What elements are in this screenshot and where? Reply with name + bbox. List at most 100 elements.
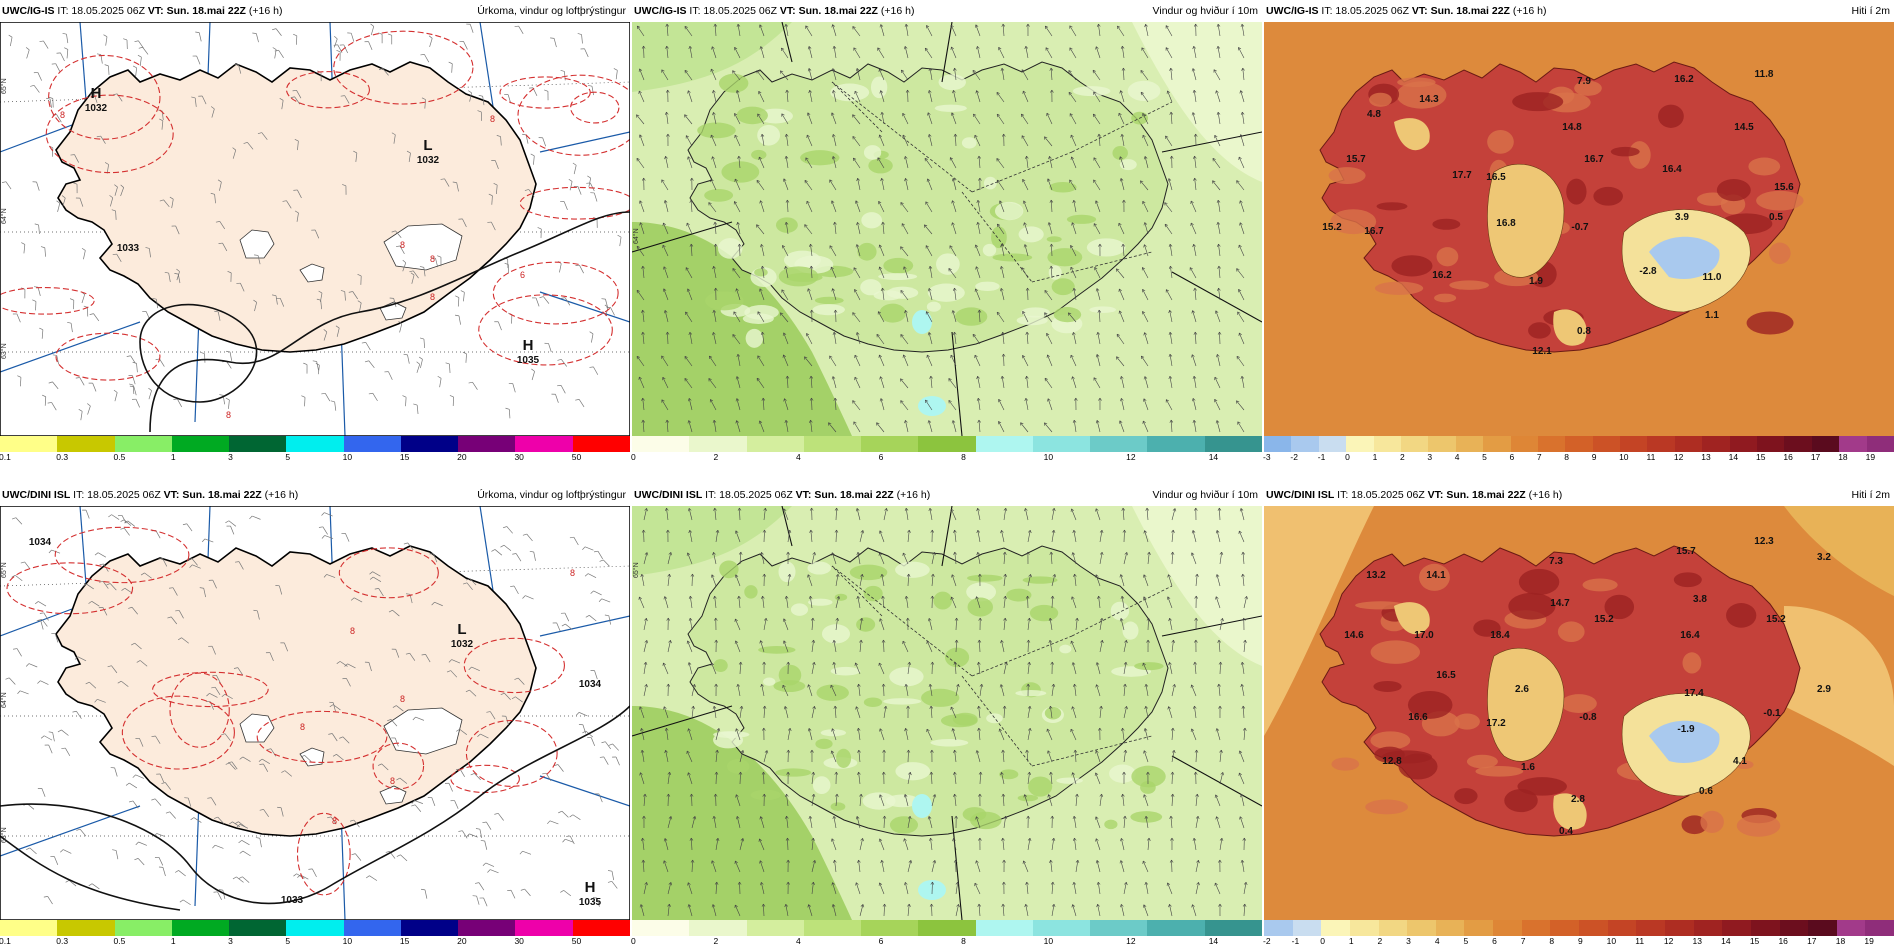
wind-arrowhead	[953, 133, 958, 137]
wind-barb	[214, 844, 224, 849]
wind-arrow	[782, 684, 789, 697]
temperature-patch	[1475, 765, 1524, 777]
wind-patch	[944, 647, 970, 668]
legend-swatch	[1400, 436, 1429, 452]
wind-barb-feather	[413, 403, 418, 406]
wind-barb-feather	[329, 704, 334, 708]
wind-arrowhead	[784, 793, 789, 797]
wind-arrowhead	[1003, 815, 1008, 820]
wind-arrowhead	[952, 331, 957, 335]
wind-arrow	[662, 244, 669, 257]
wind-arrow	[1048, 794, 1053, 807]
wind-barb-feather	[199, 587, 204, 589]
wind-arrowhead	[638, 376, 642, 380]
wind-arrowhead	[1027, 771, 1032, 775]
wind-arrowhead	[907, 661, 912, 665]
wind-arrow	[1025, 904, 1029, 917]
wind-arrow	[1143, 596, 1149, 609]
wind-arrow	[684, 378, 693, 389]
wind-arrow	[1170, 266, 1173, 279]
wind-arrow	[854, 376, 861, 389]
wind-arrowhead	[1046, 178, 1051, 182]
wind-arrowhead	[761, 595, 765, 599]
wind-barb-feather	[419, 266, 424, 268]
wind-arrowhead	[1122, 771, 1126, 775]
wind-barb-feather	[335, 325, 340, 329]
legend-swatch	[114, 920, 172, 936]
wind-arrow	[710, 68, 717, 81]
wind-arrow	[903, 354, 909, 367]
highland-cool-area	[1553, 793, 1587, 830]
wind-arrow	[1120, 904, 1125, 917]
wind-arrowhead	[927, 420, 932, 424]
wind-arrow	[715, 838, 719, 851]
wind-arrowhead	[808, 243, 813, 247]
wind-arrow	[1240, 134, 1245, 147]
wind-arrow	[1001, 772, 1005, 785]
wind-arrow	[1219, 331, 1221, 345]
wind-arrow	[1003, 816, 1007, 829]
wind-arrowhead	[710, 178, 714, 183]
wind-arrow	[1020, 422, 1029, 433]
wind-barb-feather	[582, 730, 587, 734]
wind-arrow	[1072, 376, 1077, 389]
wind-arrowhead	[954, 639, 959, 643]
wind-arrowhead	[1241, 705, 1246, 709]
wind-barb	[449, 363, 451, 373]
wind-arrow	[807, 574, 813, 587]
wind-arrow	[951, 112, 957, 125]
wind-arrowhead	[1215, 420, 1220, 424]
wind-arrowhead	[1004, 662, 1008, 666]
wind-barb-feather	[604, 614, 609, 617]
wind-arrow	[904, 838, 909, 851]
wind-barb-feather	[215, 221, 220, 223]
wind-arrow	[811, 706, 815, 719]
wind-arrowhead	[784, 133, 789, 137]
temperature-point-label: -0.7	[1571, 222, 1589, 233]
wind-arrow	[713, 420, 717, 433]
wind-barb	[504, 692, 511, 701]
wind-arrow	[950, 157, 957, 169]
wind-arrow	[784, 398, 789, 411]
wind-arrowhead	[1072, 530, 1076, 534]
temperature-point-label: 0.5	[1769, 212, 1783, 223]
wind-barb-feather	[107, 665, 112, 668]
wind-area	[632, 506, 792, 576]
wind-arrowhead	[1193, 133, 1198, 137]
wind-barb	[458, 315, 461, 325]
legend-swatch	[57, 436, 115, 452]
legend-swatch	[1664, 920, 1694, 936]
wind-barb-feather	[249, 515, 253, 520]
wind-arrowhead	[812, 706, 816, 710]
wind-barb-feather	[608, 743, 613, 746]
wind-arrow	[1147, 838, 1150, 851]
wind-barb-feather	[232, 876, 237, 880]
lead-time: (+16 h)	[896, 489, 931, 501]
wind-arrow	[1218, 244, 1221, 257]
wind-arrow	[907, 662, 910, 675]
wind-arrow	[759, 420, 765, 433]
wind-arrowhead	[831, 904, 836, 908]
temperature-point-label: 14.3	[1419, 94, 1439, 105]
wind-arrow	[1171, 640, 1174, 653]
wind-arrow	[1167, 90, 1173, 103]
wind-barb-feather	[406, 150, 411, 154]
wind-barb-feather	[487, 869, 491, 873]
low-pressure-marker: L	[423, 137, 432, 154]
wind-patch	[1122, 621, 1139, 640]
wind-barb	[240, 283, 245, 292]
wind-arrow	[715, 728, 720, 741]
wind-arrowhead	[974, 288, 979, 292]
wind-barb-feather	[547, 820, 551, 825]
wind-barb-feather	[558, 810, 563, 814]
wind-barb	[333, 38, 338, 48]
wind-arrowhead	[855, 200, 859, 204]
wind-arrow	[1120, 90, 1125, 103]
wind-arrow	[642, 266, 645, 279]
wind-arrow	[926, 640, 933, 653]
wind-barb	[40, 620, 44, 630]
wind-barb	[368, 360, 375, 369]
wind-arrow	[1165, 47, 1173, 59]
legend-tick-label: 13	[1692, 936, 1702, 946]
wind-barb-feather	[161, 782, 166, 784]
